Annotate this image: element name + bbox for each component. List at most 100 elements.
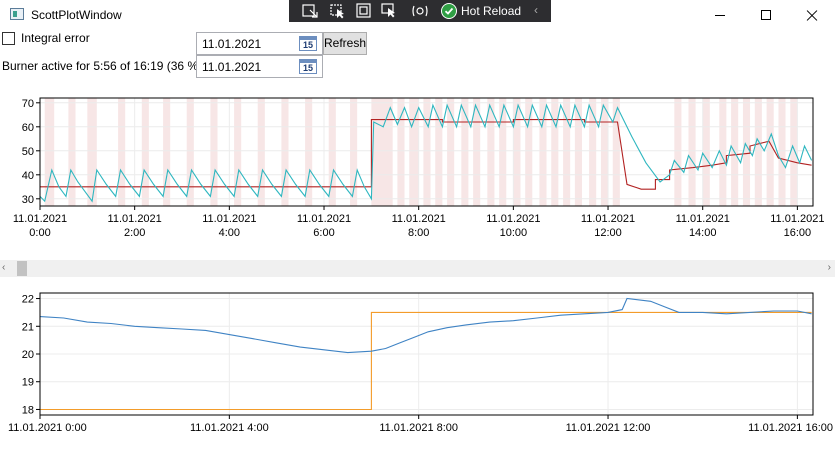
plot-frame [39, 97, 814, 207]
burner-active-band [778, 98, 786, 206]
x-tick-label: 11.01.2021 12:00 [566, 422, 651, 434]
burner-active-band [702, 98, 710, 206]
maximize-icon [761, 10, 771, 20]
xaml-debug-toolbar: Hot Reload ‹ [289, 0, 551, 22]
burner-active-band [350, 98, 358, 206]
integral-error-checkbox[interactable] [2, 32, 15, 45]
scrollbar-thumb[interactable] [17, 261, 27, 276]
date-from-picker[interactable]: 11.01.2021 15 [196, 32, 323, 55]
y-tick-label: 18 [22, 404, 34, 416]
burner-active-band [487, 98, 495, 206]
series-line-room-temperature [39, 297, 812, 354]
x-tick-label: 14:00 [689, 227, 717, 239]
select-element-icon[interactable] [329, 3, 347, 19]
display-adorner-icon[interactable] [355, 3, 373, 19]
maximize-button[interactable] [743, 0, 789, 30]
track-focus-icon[interactable] [381, 3, 399, 19]
close-button[interactable] [789, 0, 835, 30]
minimize-icon [715, 15, 725, 16]
burner-active-band [719, 98, 727, 206]
date-to-value[interactable]: 11.01.2021 [202, 60, 262, 74]
binding-failures-icon[interactable] [411, 3, 429, 19]
burner-active-band [281, 98, 289, 206]
integral-error-label[interactable]: Integral error [21, 31, 90, 45]
x-tick-label: 11.01.2021 16:00 [748, 422, 833, 434]
burner-active-band [186, 98, 194, 206]
y-tick-label: 60 [22, 122, 34, 134]
x-tick-label: 11.01.2021 [770, 213, 824, 225]
burner-active-band [257, 98, 265, 206]
burner-active-band [435, 98, 443, 206]
scroll-right-icon[interactable]: › [827, 262, 831, 273]
burner-active-band [574, 98, 582, 206]
x-tick-label: 2:00 [124, 227, 145, 239]
window-title: ScottPlotWindow [31, 8, 122, 22]
x-tick-label: 11.01.2021 [13, 213, 67, 225]
y-tick-label: 21 [22, 321, 34, 333]
app-icon [10, 8, 24, 20]
burner-active-band [87, 98, 97, 206]
burner-active-band [499, 98, 507, 206]
y-tick-label: 40 [22, 170, 34, 182]
date-to-picker[interactable]: 11.01.2021 15 [196, 55, 323, 78]
series-line-temperature [39, 103, 813, 203]
x-tick-label: 12:00 [594, 227, 622, 239]
y-tick-label: 19 [22, 377, 34, 389]
burner-active-band [141, 98, 149, 206]
live-visual-tree-icon[interactable] [301, 3, 319, 19]
collapse-toolbar-icon[interactable]: ‹ [534, 3, 538, 17]
x-tick-label: 11.01.2021 [392, 213, 446, 225]
calendar-icon[interactable]: 15 [299, 59, 317, 74]
x-tick-label: 6:00 [313, 227, 334, 239]
burner-active-band [234, 98, 242, 206]
burner-active-band [790, 98, 798, 206]
minimize-button[interactable] [697, 0, 743, 30]
room-temperature-chart[interactable]: 18 19 20 21 22 11.01.2021 0:00 11.01.2021 4:00… [0, 285, 835, 440]
burner-active-band [600, 98, 609, 206]
x-tick-label: 11.01.2021 0:00 [8, 422, 87, 434]
y-tick-label: 22 [22, 294, 34, 306]
burner-active-band [371, 98, 393, 206]
scroll-left-icon[interactable]: ‹ [2, 262, 6, 273]
x-tick-label: 11.01.2021 [676, 213, 730, 225]
burner-active-band [742, 98, 751, 206]
burner-active-band [461, 98, 469, 206]
burner-status-text: Burner active for 5:56 of 16:19 (36 %) [2, 59, 203, 73]
burner-active-band [163, 98, 171, 206]
burner-active-band [397, 98, 405, 206]
burner-active-band [766, 98, 774, 206]
hot-reload-check-icon [441, 3, 457, 19]
burner-active-band [473, 98, 481, 206]
x-tick-label: 11.01.2021 [486, 213, 540, 225]
burner-active-band [674, 98, 682, 206]
burner-active-band [447, 98, 455, 206]
burner-active-band [525, 98, 533, 206]
y-tick-label: 50 [22, 146, 34, 158]
burner-active-band [68, 98, 76, 206]
burner-active-band [563, 98, 571, 206]
x-tick-label: 11.01.2021 [581, 213, 635, 225]
hot-reload-button[interactable]: Hot Reload [441, 2, 521, 20]
burner-active-band [754, 98, 762, 206]
x-tick-label: 10:00 [500, 227, 528, 239]
burner-active-band [513, 98, 521, 206]
x-tick-label: 11.01.2021 4:00 [190, 422, 269, 434]
y-tick-label: 30 [22, 194, 34, 206]
date-from-value[interactable]: 11.01.2021 [202, 37, 262, 51]
calendar-icon[interactable]: 15 [299, 36, 317, 51]
horizontal-scrollbar[interactable]: ‹ › [0, 260, 835, 277]
x-tick-label: 16:00 [784, 227, 812, 239]
refresh-button[interactable]: Refresh [323, 32, 367, 55]
x-tick-label: 4:00 [219, 227, 240, 239]
x-tick-label: 11.01.2021 [202, 213, 256, 225]
boiler-temperature-chart[interactable]: 30 40 50 60 70 11.01.2021 0:00 11.01.2021 2:00 11… [0, 88, 835, 248]
burner-active-band [612, 98, 620, 206]
x-tick-label: 11.01.2021 [297, 213, 351, 225]
x-tick-label: 8:00 [408, 227, 429, 239]
burner-active-band [589, 98, 597, 206]
hot-reload-label: Hot Reload [461, 4, 522, 18]
y-tick-label: 20 [22, 349, 34, 361]
burner-active-band [551, 98, 559, 206]
burner-active-band [210, 98, 218, 206]
y-tick-label: 70 [22, 98, 34, 110]
